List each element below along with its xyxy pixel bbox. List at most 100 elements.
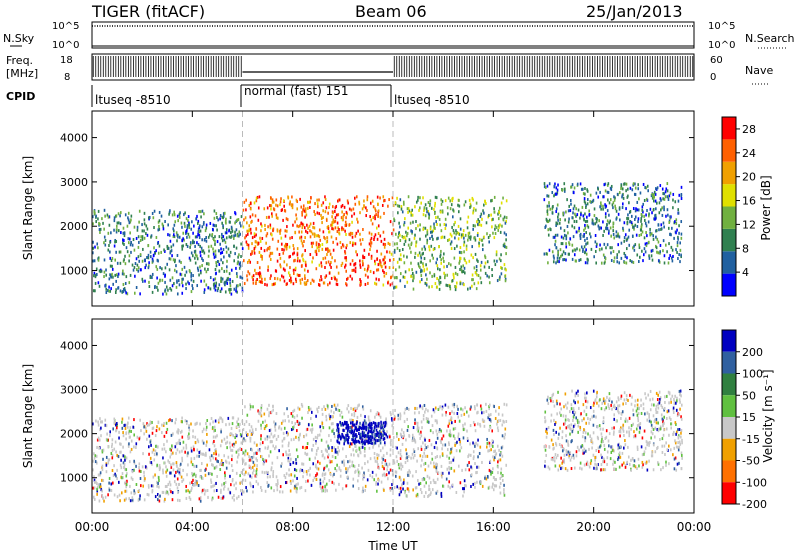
velocity-cell <box>182 469 184 472</box>
power-cell <box>626 238 628 241</box>
power-cell <box>158 282 160 285</box>
power-cell <box>434 202 436 205</box>
velocity-cell <box>370 439 372 442</box>
velocity-cell <box>309 458 311 461</box>
power-cell <box>431 230 433 233</box>
power-cell <box>230 284 232 287</box>
velocity-cell <box>206 433 208 436</box>
velocity-cell <box>169 456 171 459</box>
power-cell <box>405 270 407 273</box>
power-cell <box>253 274 255 277</box>
power-cell <box>169 287 171 290</box>
power-cell <box>394 243 396 246</box>
power-cell <box>568 253 570 256</box>
velocity-cell <box>360 426 362 429</box>
velocity-cell <box>256 444 258 447</box>
power-cell <box>230 236 232 239</box>
power-cell <box>271 233 273 236</box>
velocity-cell <box>433 465 435 468</box>
power-cell <box>458 210 460 213</box>
velocity-cell <box>270 440 272 443</box>
velocity-cell <box>355 427 357 430</box>
velocity-cell <box>109 458 111 461</box>
power-cell <box>479 223 481 226</box>
power-cell <box>246 274 248 277</box>
power-cell <box>182 278 184 281</box>
velocity-cell <box>233 484 235 487</box>
velocity-cell <box>288 444 290 447</box>
velocity-cell <box>151 490 153 493</box>
power-cell <box>128 218 130 221</box>
velocity-cell <box>267 475 269 478</box>
power-cell <box>547 185 549 188</box>
power-cell <box>312 256 314 259</box>
velocity-cell <box>350 421 352 424</box>
power-cell <box>423 209 425 212</box>
power-cell <box>596 220 598 223</box>
power-cell <box>425 263 427 266</box>
velocity-cell <box>307 479 309 482</box>
velocity-cell <box>232 469 234 472</box>
power-cell <box>585 231 587 234</box>
velocity-cell <box>470 485 472 488</box>
power-cell <box>280 197 282 200</box>
velocity-cell <box>316 453 318 456</box>
velocity-cell <box>451 467 453 470</box>
power-cell <box>325 248 327 251</box>
velocity-cell <box>118 481 120 484</box>
power-cell <box>613 233 615 236</box>
velocity-cell <box>112 427 114 430</box>
power-cell <box>584 239 586 242</box>
power-cell <box>116 228 118 231</box>
velocity-cell <box>311 448 313 451</box>
velocity-cell <box>331 405 333 408</box>
velocity-cell <box>131 476 133 479</box>
power-cell <box>499 207 501 210</box>
velocity-cell <box>339 467 341 470</box>
power-cell <box>139 292 141 295</box>
power-cell <box>668 198 670 201</box>
velocity-cell <box>358 454 360 457</box>
velocity-cell <box>127 426 129 429</box>
power-cell <box>557 253 559 256</box>
power-cell <box>281 275 283 278</box>
velocity-cell <box>286 472 288 475</box>
velocity-cell <box>466 430 468 433</box>
power-cell <box>565 252 567 255</box>
power-cell <box>582 206 584 209</box>
velocity-cell <box>176 461 178 464</box>
power-cell <box>246 230 248 233</box>
velocity-cell <box>406 407 408 410</box>
power-cell <box>184 266 186 269</box>
velocity-cell <box>427 445 429 448</box>
velocity-cell <box>436 446 438 449</box>
power-cell <box>429 271 431 274</box>
velocity-cell <box>102 468 104 471</box>
power-cell <box>382 269 384 272</box>
power-cell <box>154 210 156 213</box>
power-cell <box>603 183 605 186</box>
velocity-cell <box>175 445 177 448</box>
velocity-cell <box>166 431 168 434</box>
velocity-cell <box>475 442 477 445</box>
velocity-cell <box>425 455 427 458</box>
velocity-cell <box>226 467 228 470</box>
velocity-cell <box>290 463 292 466</box>
velocity-cell <box>241 481 243 484</box>
power-cell <box>601 247 603 250</box>
power-cell <box>471 285 473 288</box>
power-cell <box>257 272 259 275</box>
power-cell <box>237 262 239 265</box>
velocity-cell <box>347 434 349 437</box>
power-cell <box>221 222 223 225</box>
power-cell <box>464 240 466 243</box>
velocity-cell <box>501 446 503 449</box>
velocity-cell <box>168 419 170 422</box>
power-cell <box>251 250 253 253</box>
velocity-cell <box>290 473 292 476</box>
velocity-cell <box>99 417 101 420</box>
velocity-cell <box>400 449 402 452</box>
power-cell <box>425 235 427 238</box>
power-cell <box>247 233 249 236</box>
velocity-cell <box>132 426 134 429</box>
